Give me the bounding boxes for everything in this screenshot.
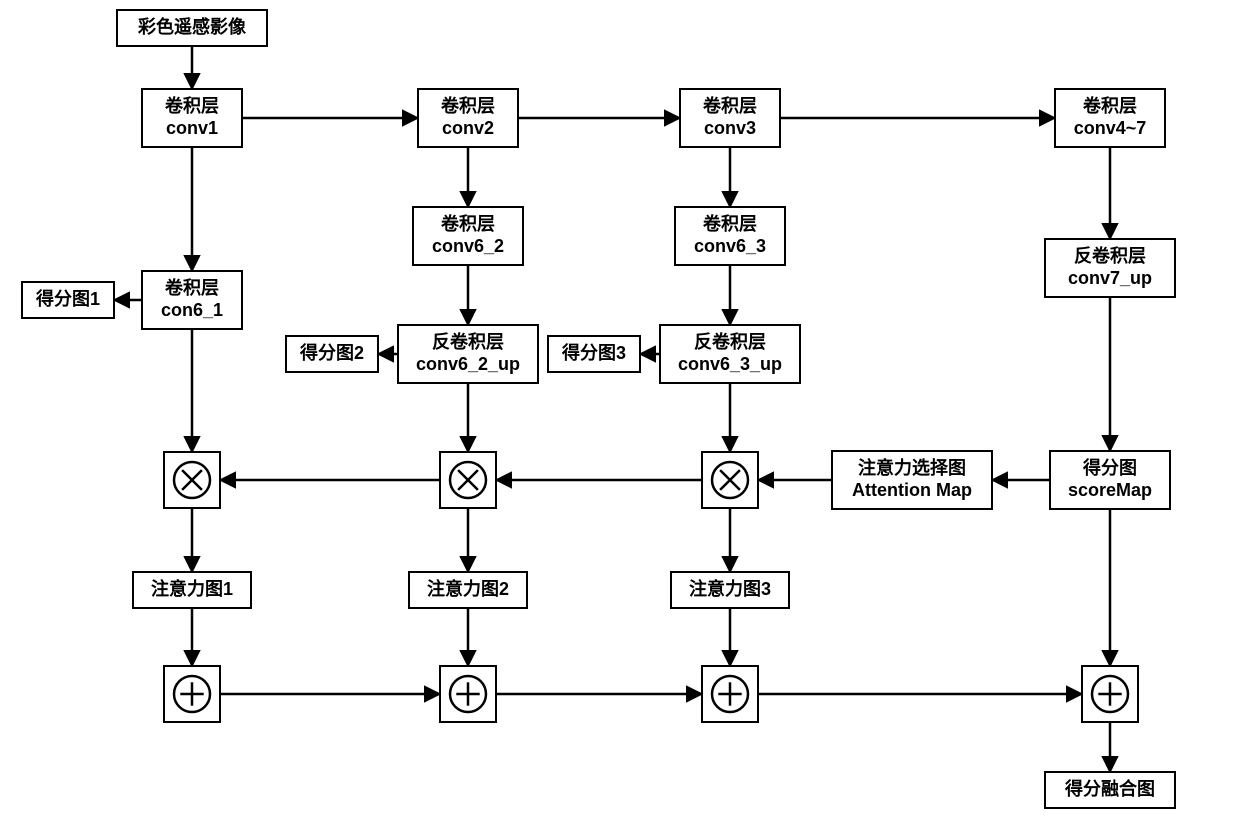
node-label: 反卷积层: [1074, 245, 1146, 266]
op-add-add4: [1082, 666, 1138, 722]
node-label: conv2: [442, 118, 494, 138]
node-label: conv6_2_up: [416, 354, 520, 374]
node-score2: 得分图2: [286, 336, 378, 372]
node-label: 反卷积层: [432, 331, 504, 352]
node-con6_1: 卷积层con6_1: [142, 271, 242, 329]
node-conv6_3: 卷积层conv6_3: [675, 207, 785, 265]
node-conv7_up: 反卷积层conv7_up: [1045, 239, 1175, 297]
node-label: 彩色遥感影像: [137, 16, 247, 37]
node-label: 得分融合图: [1064, 778, 1155, 799]
node-label: conv1: [166, 118, 218, 138]
node-label: 卷积层: [440, 213, 495, 234]
node-label: conv6_2: [432, 236, 504, 256]
node-label: 得分图1: [35, 288, 100, 309]
node-conv6_2: 卷积层conv6_2: [413, 207, 523, 265]
node-label: conv6_3: [694, 236, 766, 256]
op-mul-mul1: [164, 452, 220, 508]
node-attn3: 注意力图3: [671, 572, 789, 608]
node-score1: 得分图1: [22, 282, 114, 318]
node-conv4_7: 卷积层conv4~7: [1055, 89, 1165, 147]
node-label: 卷积层: [1082, 95, 1137, 116]
node-label: conv4~7: [1074, 118, 1147, 138]
op-mul-mul2: [440, 452, 496, 508]
node-label: 反卷积层: [694, 331, 766, 352]
node-label: 卷积层: [164, 95, 219, 116]
node-label: 得分图3: [561, 342, 626, 363]
op-add-add1: [164, 666, 220, 722]
node-label: 注意力图3: [689, 578, 771, 599]
node-label: 注意力图2: [427, 578, 509, 599]
node-label: Attention Map: [852, 480, 972, 500]
op-add-add2: [440, 666, 496, 722]
node-input: 彩色遥感影像: [117, 10, 267, 46]
node-conv2: 卷积层conv2: [418, 89, 518, 147]
node-label: 注意力图1: [151, 578, 233, 599]
node-attn1: 注意力图1: [133, 572, 251, 608]
node-conv6_3_up: 反卷积层conv6_3_up: [660, 325, 800, 383]
node-label: 得分图2: [299, 342, 364, 363]
node-attn2: 注意力图2: [409, 572, 527, 608]
node-fused: 得分融合图: [1045, 772, 1175, 808]
node-label: 卷积层: [164, 277, 219, 298]
node-conv6_2_up: 反卷积层conv6_2_up: [398, 325, 538, 383]
op-mul-mul3: [702, 452, 758, 508]
node-score3: 得分图3: [548, 336, 640, 372]
node-label: 卷积层: [440, 95, 495, 116]
node-scoremap: 得分图scoreMap: [1050, 451, 1170, 509]
node-label: conv6_3_up: [678, 354, 782, 374]
node-label: scoreMap: [1068, 480, 1152, 500]
op-add-add3: [702, 666, 758, 722]
node-label: 注意力选择图: [858, 457, 966, 478]
node-label: 得分图: [1082, 457, 1137, 478]
node-label: conv3: [704, 118, 756, 138]
node-conv1: 卷积层conv1: [142, 89, 242, 147]
node-attnmap: 注意力选择图Attention Map: [832, 451, 992, 509]
node-label: con6_1: [161, 300, 223, 320]
node-label: 卷积层: [702, 95, 757, 116]
node-label: conv7_up: [1068, 268, 1152, 288]
node-label: 卷积层: [702, 213, 757, 234]
node-conv3: 卷积层conv3: [680, 89, 780, 147]
flow-diagram: 彩色遥感影像卷积层conv1卷积层conv2卷积层conv3卷积层conv4~7…: [0, 0, 1240, 836]
